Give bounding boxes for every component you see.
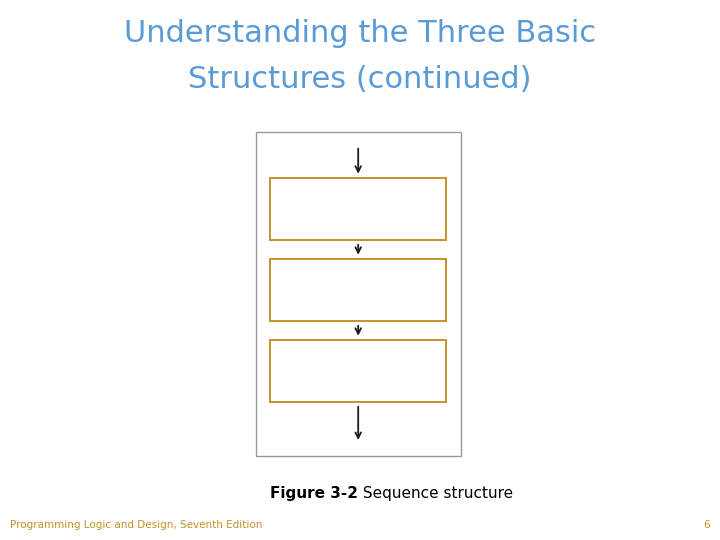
Text: Understanding the Three Basic: Understanding the Three Basic	[124, 19, 596, 48]
Text: Programming Logic and Design, Seventh Edition: Programming Logic and Design, Seventh Ed…	[10, 520, 263, 530]
Bar	[270, 259, 446, 321]
Text: Sequence structure: Sequence structure	[358, 486, 513, 501]
Text: Figure 3-2: Figure 3-2	[270, 486, 358, 501]
Bar	[270, 340, 446, 402]
Bar	[256, 132, 461, 456]
Text: Structures (continued): Structures (continued)	[188, 65, 532, 94]
Text: 6: 6	[703, 520, 710, 530]
Bar	[270, 178, 446, 240]
